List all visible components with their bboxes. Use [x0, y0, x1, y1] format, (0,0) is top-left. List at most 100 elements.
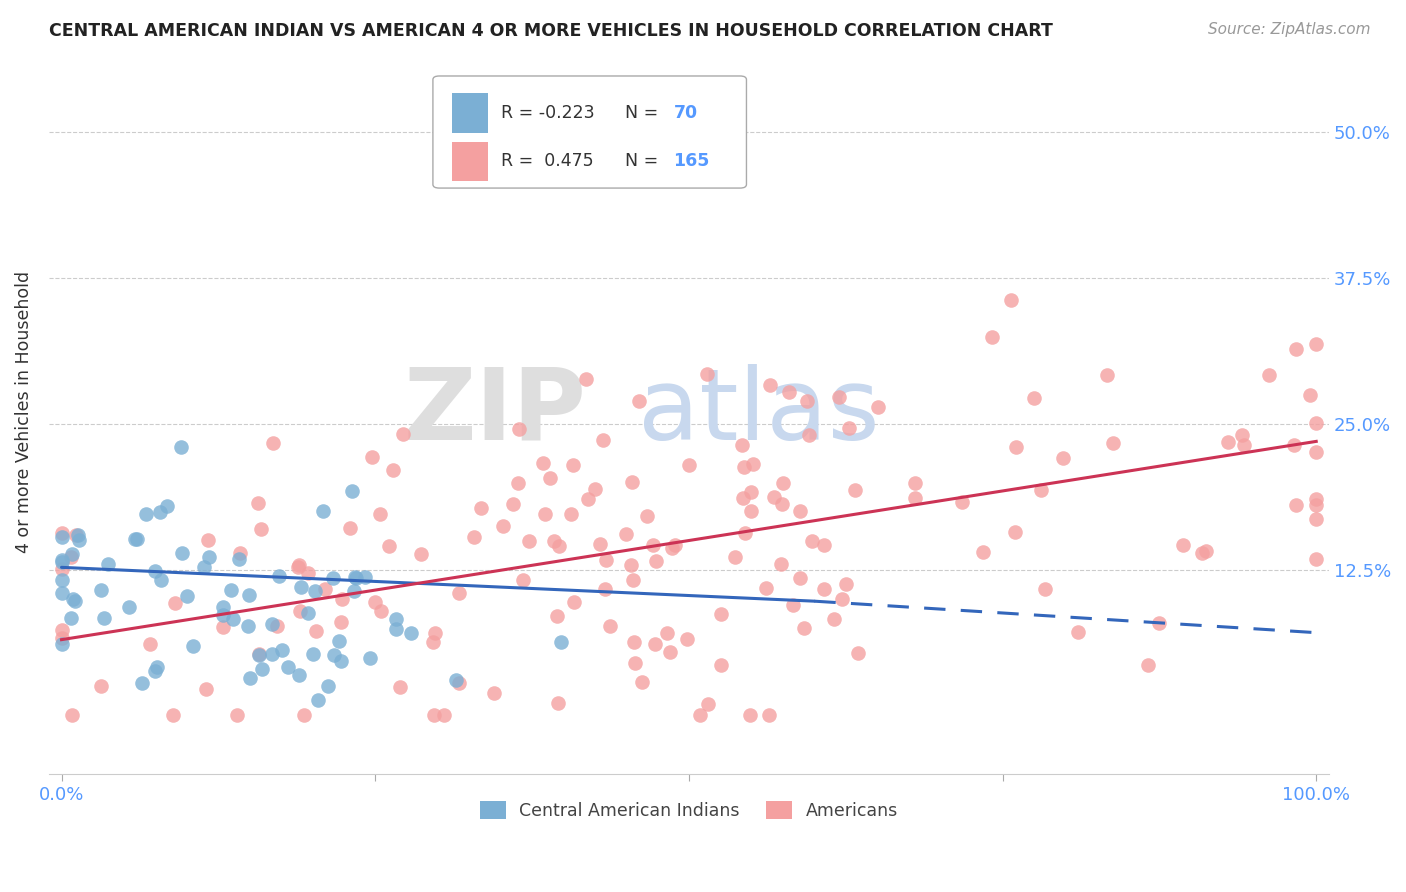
- Point: [312, 504, 335, 518]
- Point: [759, 378, 782, 392]
- Point: [589, 537, 612, 551]
- Point: [239, 671, 262, 685]
- Point: [482, 686, 505, 700]
- Point: [740, 485, 762, 500]
- Point: [696, 367, 718, 381]
- Point: [307, 692, 329, 706]
- Text: atlas: atlas: [638, 364, 879, 461]
- Point: [170, 546, 193, 560]
- Point: [170, 440, 193, 454]
- Legend: Central American Indians, Americans: Central American Indians, Americans: [472, 794, 905, 827]
- Point: [731, 438, 754, 452]
- Point: [247, 647, 270, 661]
- Point: [710, 607, 733, 621]
- Point: [124, 533, 146, 547]
- Point: [533, 507, 555, 521]
- Point: [1305, 445, 1327, 459]
- Point: [290, 580, 312, 594]
- Point: [636, 508, 658, 523]
- Point: [222, 612, 245, 626]
- Point: [198, 550, 221, 565]
- Point: [543, 533, 565, 548]
- Point: [287, 560, 309, 574]
- Point: [644, 554, 666, 568]
- Point: [724, 549, 747, 564]
- Point: [1005, 440, 1028, 454]
- Point: [1305, 337, 1327, 351]
- Point: [162, 708, 184, 723]
- Point: [401, 626, 423, 640]
- Point: [250, 663, 273, 677]
- Point: [689, 708, 711, 723]
- Point: [354, 570, 377, 584]
- Text: CENTRAL AMERICAN INDIAN VS AMERICAN 4 OR MORE VEHICLES IN HOUSEHOLD CORRELATION : CENTRAL AMERICAN INDIAN VS AMERICAN 4 OR…: [49, 22, 1053, 40]
- Point: [156, 500, 179, 514]
- Point: [344, 572, 367, 586]
- Point: [1097, 368, 1119, 382]
- Point: [323, 648, 346, 662]
- Point: [197, 533, 219, 547]
- Point: [143, 664, 166, 678]
- Point: [763, 490, 786, 504]
- Point: [316, 679, 339, 693]
- Point: [212, 600, 235, 615]
- Point: [972, 545, 994, 559]
- Point: [444, 673, 467, 687]
- Point: [125, 533, 148, 547]
- Point: [51, 631, 73, 645]
- Point: [176, 589, 198, 603]
- Point: [97, 558, 120, 572]
- Point: [1173, 538, 1195, 552]
- Text: ZIP: ZIP: [404, 364, 586, 461]
- Point: [51, 562, 73, 576]
- Point: [433, 708, 456, 723]
- Point: [1101, 436, 1123, 450]
- Point: [51, 637, 73, 651]
- Point: [621, 573, 644, 587]
- Point: [143, 564, 166, 578]
- Point: [1285, 342, 1308, 356]
- Point: [1147, 616, 1170, 631]
- Point: [813, 538, 835, 552]
- Point: [1136, 657, 1159, 672]
- Point: [378, 540, 401, 554]
- Point: [247, 496, 270, 510]
- Point: [546, 608, 568, 623]
- Point: [738, 708, 761, 723]
- Point: [502, 497, 524, 511]
- Point: [212, 620, 235, 634]
- Point: [447, 676, 470, 690]
- Text: Source: ZipAtlas.com: Source: ZipAtlas.com: [1208, 22, 1371, 37]
- Point: [548, 540, 571, 554]
- Point: [793, 621, 815, 635]
- Point: [831, 591, 853, 606]
- Point: [51, 555, 73, 569]
- Point: [360, 450, 382, 464]
- Text: 70: 70: [673, 104, 697, 122]
- Point: [330, 654, 353, 668]
- Point: [981, 329, 1004, 343]
- Point: [593, 582, 616, 596]
- Point: [506, 475, 529, 490]
- Point: [149, 573, 172, 587]
- Point: [149, 505, 172, 519]
- Point: [343, 584, 366, 599]
- Point: [131, 676, 153, 690]
- Point: [139, 637, 162, 651]
- Point: [304, 584, 326, 599]
- Text: N =: N =: [624, 153, 658, 170]
- Point: [90, 582, 112, 597]
- Text: N =: N =: [624, 104, 658, 122]
- Point: [547, 696, 569, 710]
- Point: [782, 598, 804, 612]
- Point: [740, 503, 762, 517]
- Point: [51, 624, 73, 638]
- Point: [238, 588, 260, 602]
- Point: [734, 525, 756, 540]
- Point: [389, 680, 412, 694]
- Point: [644, 637, 666, 651]
- Point: [595, 553, 617, 567]
- Point: [758, 708, 780, 723]
- Point: [1195, 544, 1218, 558]
- Point: [583, 482, 606, 496]
